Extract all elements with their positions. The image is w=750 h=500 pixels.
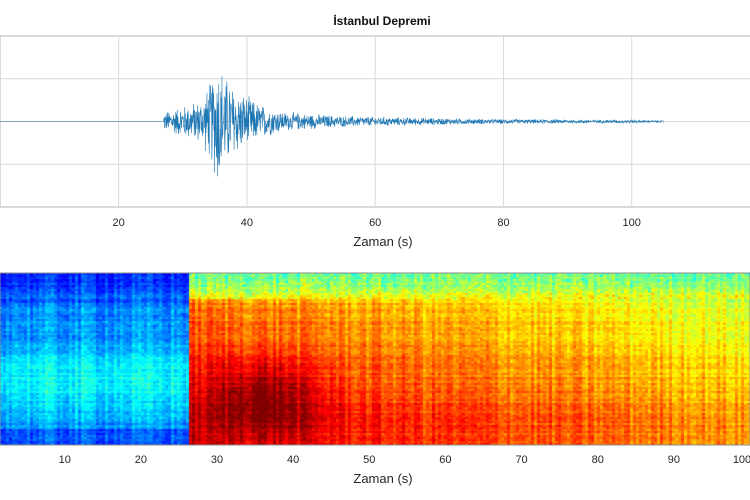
waveform-panel: İstanbul Depremi 20 40 60 80 100 Zaman (s): [0, 13, 750, 249]
spectrogram-x-axis-label: Zaman (s): [353, 471, 412, 486]
spectrogram-x-tick-label: 60: [439, 454, 451, 466]
waveform-x-tick-labels: 20 40 60 80 100: [113, 217, 641, 229]
waveform-title: İstanbul Depremi: [333, 13, 430, 28]
spectrogram-x-tick-label: 100: [733, 454, 750, 466]
waveform-gridlines: [0, 36, 750, 207]
spectrogram-x-tick-label: 40: [287, 454, 299, 466]
spectrogram-panel: 10 20 30 40 50 60 70 80 90 100 Zaman (s): [0, 272, 750, 486]
spectrogram-x-tick-label: 70: [515, 454, 527, 466]
spectrogram-x-tick-label: 90: [668, 454, 680, 466]
waveform-x-tick-label: 40: [241, 217, 253, 229]
waveform-x-tick-label: 100: [623, 217, 641, 229]
spectrogram-heatmap: [0, 273, 750, 445]
spectrogram-x-tick-label: 80: [592, 454, 604, 466]
spectrogram-x-tick-label: 50: [363, 454, 375, 466]
spectrogram-axes-frame: [0, 272, 750, 446]
spectrogram-holder: [0, 273, 750, 445]
waveform-x-axis-label: Zaman (s): [353, 234, 412, 249]
waveform-x-tick-label: 60: [369, 217, 381, 229]
waveform-x-tick-label: 20: [113, 217, 125, 229]
waveform-series-line: [0, 76, 664, 177]
waveform-x-tick-label: 80: [497, 217, 509, 229]
spectrogram-x-tick-label: 30: [211, 454, 223, 466]
spectrogram-x-tick-label: 10: [59, 454, 71, 466]
spectrogram-x-tick-labels: 10 20 30 40 50 60 70 80 90 100: [59, 454, 750, 466]
spectrogram-x-tick-label: 20: [135, 454, 147, 466]
